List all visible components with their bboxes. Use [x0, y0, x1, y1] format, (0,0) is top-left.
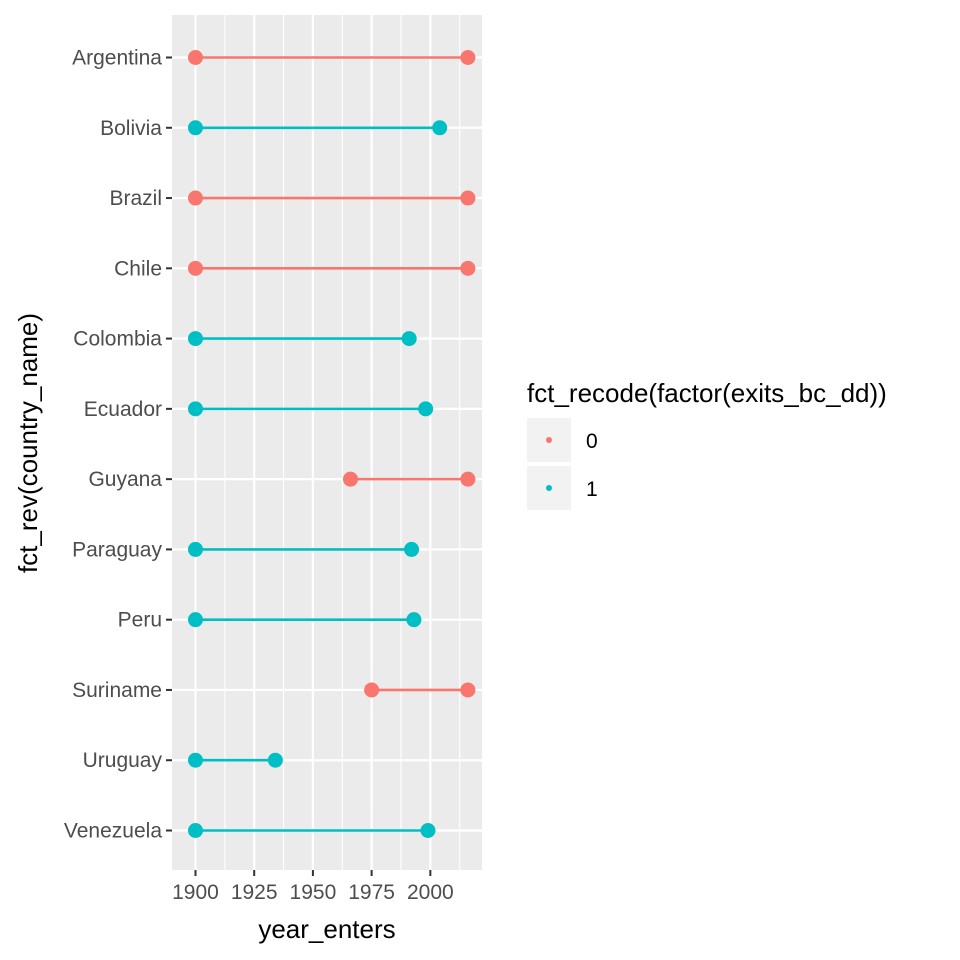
legend: fct_recode(factor(exits_bc_dd)) 01 — [527, 378, 887, 510]
x-axis: 1900 1925 1950 1975 2000 — [172, 870, 454, 904]
point-start-suriname — [364, 682, 380, 698]
minor-gridlines — [224, 15, 461, 870]
legend-keys: 01 — [527, 418, 598, 510]
y-tick-label: Argentina — [72, 47, 162, 70]
point-end-peru — [406, 612, 422, 628]
point-end-venezuela — [420, 823, 436, 838]
y-tick-label: Venezuela — [64, 820, 162, 843]
x-tick-label: 1900 — [172, 881, 219, 904]
x-axis-title: year_enters — [258, 914, 395, 944]
point-end-brazil — [460, 190, 476, 206]
y-tick-label: Chile — [114, 257, 162, 280]
y-tick-label: Colombia — [73, 328, 162, 351]
y-tick-label: Bolivia — [100, 117, 162, 140]
legend-key-point — [546, 485, 552, 491]
point-start-venezuela — [187, 823, 203, 838]
legend-label: 1 — [586, 478, 598, 501]
point-start-chile — [187, 260, 203, 276]
y-axis-title: fct_rev(country_name) — [13, 313, 43, 573]
point-end-colombia — [401, 331, 417, 347]
point-start-guyana — [342, 471, 358, 487]
point-end-bolivia — [432, 120, 448, 136]
legend-title: fct_recode(factor(exits_bc_dd)) — [527, 378, 887, 408]
x-tick-label: 1925 — [231, 881, 278, 904]
legend-label: 0 — [586, 430, 598, 453]
y-tick-label: Peru — [118, 609, 162, 632]
point-start-uruguay — [187, 752, 203, 768]
point-end-ecuador — [418, 401, 434, 417]
y-tick-label: Ecuador — [84, 398, 162, 421]
point-end-uruguay — [267, 752, 283, 768]
y-tick-label: Guyana — [88, 468, 162, 491]
point-end-argentina — [460, 50, 476, 65]
y-tick-label: Brazil — [109, 187, 162, 210]
legend-key-point — [546, 437, 552, 443]
point-end-chile — [460, 260, 476, 276]
point-start-colombia — [187, 331, 203, 347]
point-start-bolivia — [187, 120, 203, 136]
points — [187, 50, 476, 838]
point-end-suriname — [460, 682, 476, 698]
x-tick-label: 1950 — [290, 881, 337, 904]
point-end-guyana — [460, 471, 476, 487]
panel-background — [172, 15, 482, 870]
y-tick-label: Suriname — [72, 679, 162, 702]
y-tick-label: Uruguay — [83, 749, 163, 772]
y-axis: Argentina Bolivia Brazil Chile Colombia Ecuad… — [64, 47, 172, 843]
point-start-argentina — [187, 50, 203, 65]
segments — [195, 56, 468, 832]
x-tick-label: 1975 — [348, 881, 395, 904]
point-start-ecuador — [187, 401, 203, 417]
point-end-paraguay — [404, 541, 420, 557]
x-tick-label: 2000 — [407, 881, 454, 904]
y-tick-label: Paraguay — [72, 538, 162, 561]
point-start-brazil — [187, 190, 203, 206]
point-start-paraguay — [187, 541, 203, 557]
point-start-peru — [187, 612, 203, 628]
